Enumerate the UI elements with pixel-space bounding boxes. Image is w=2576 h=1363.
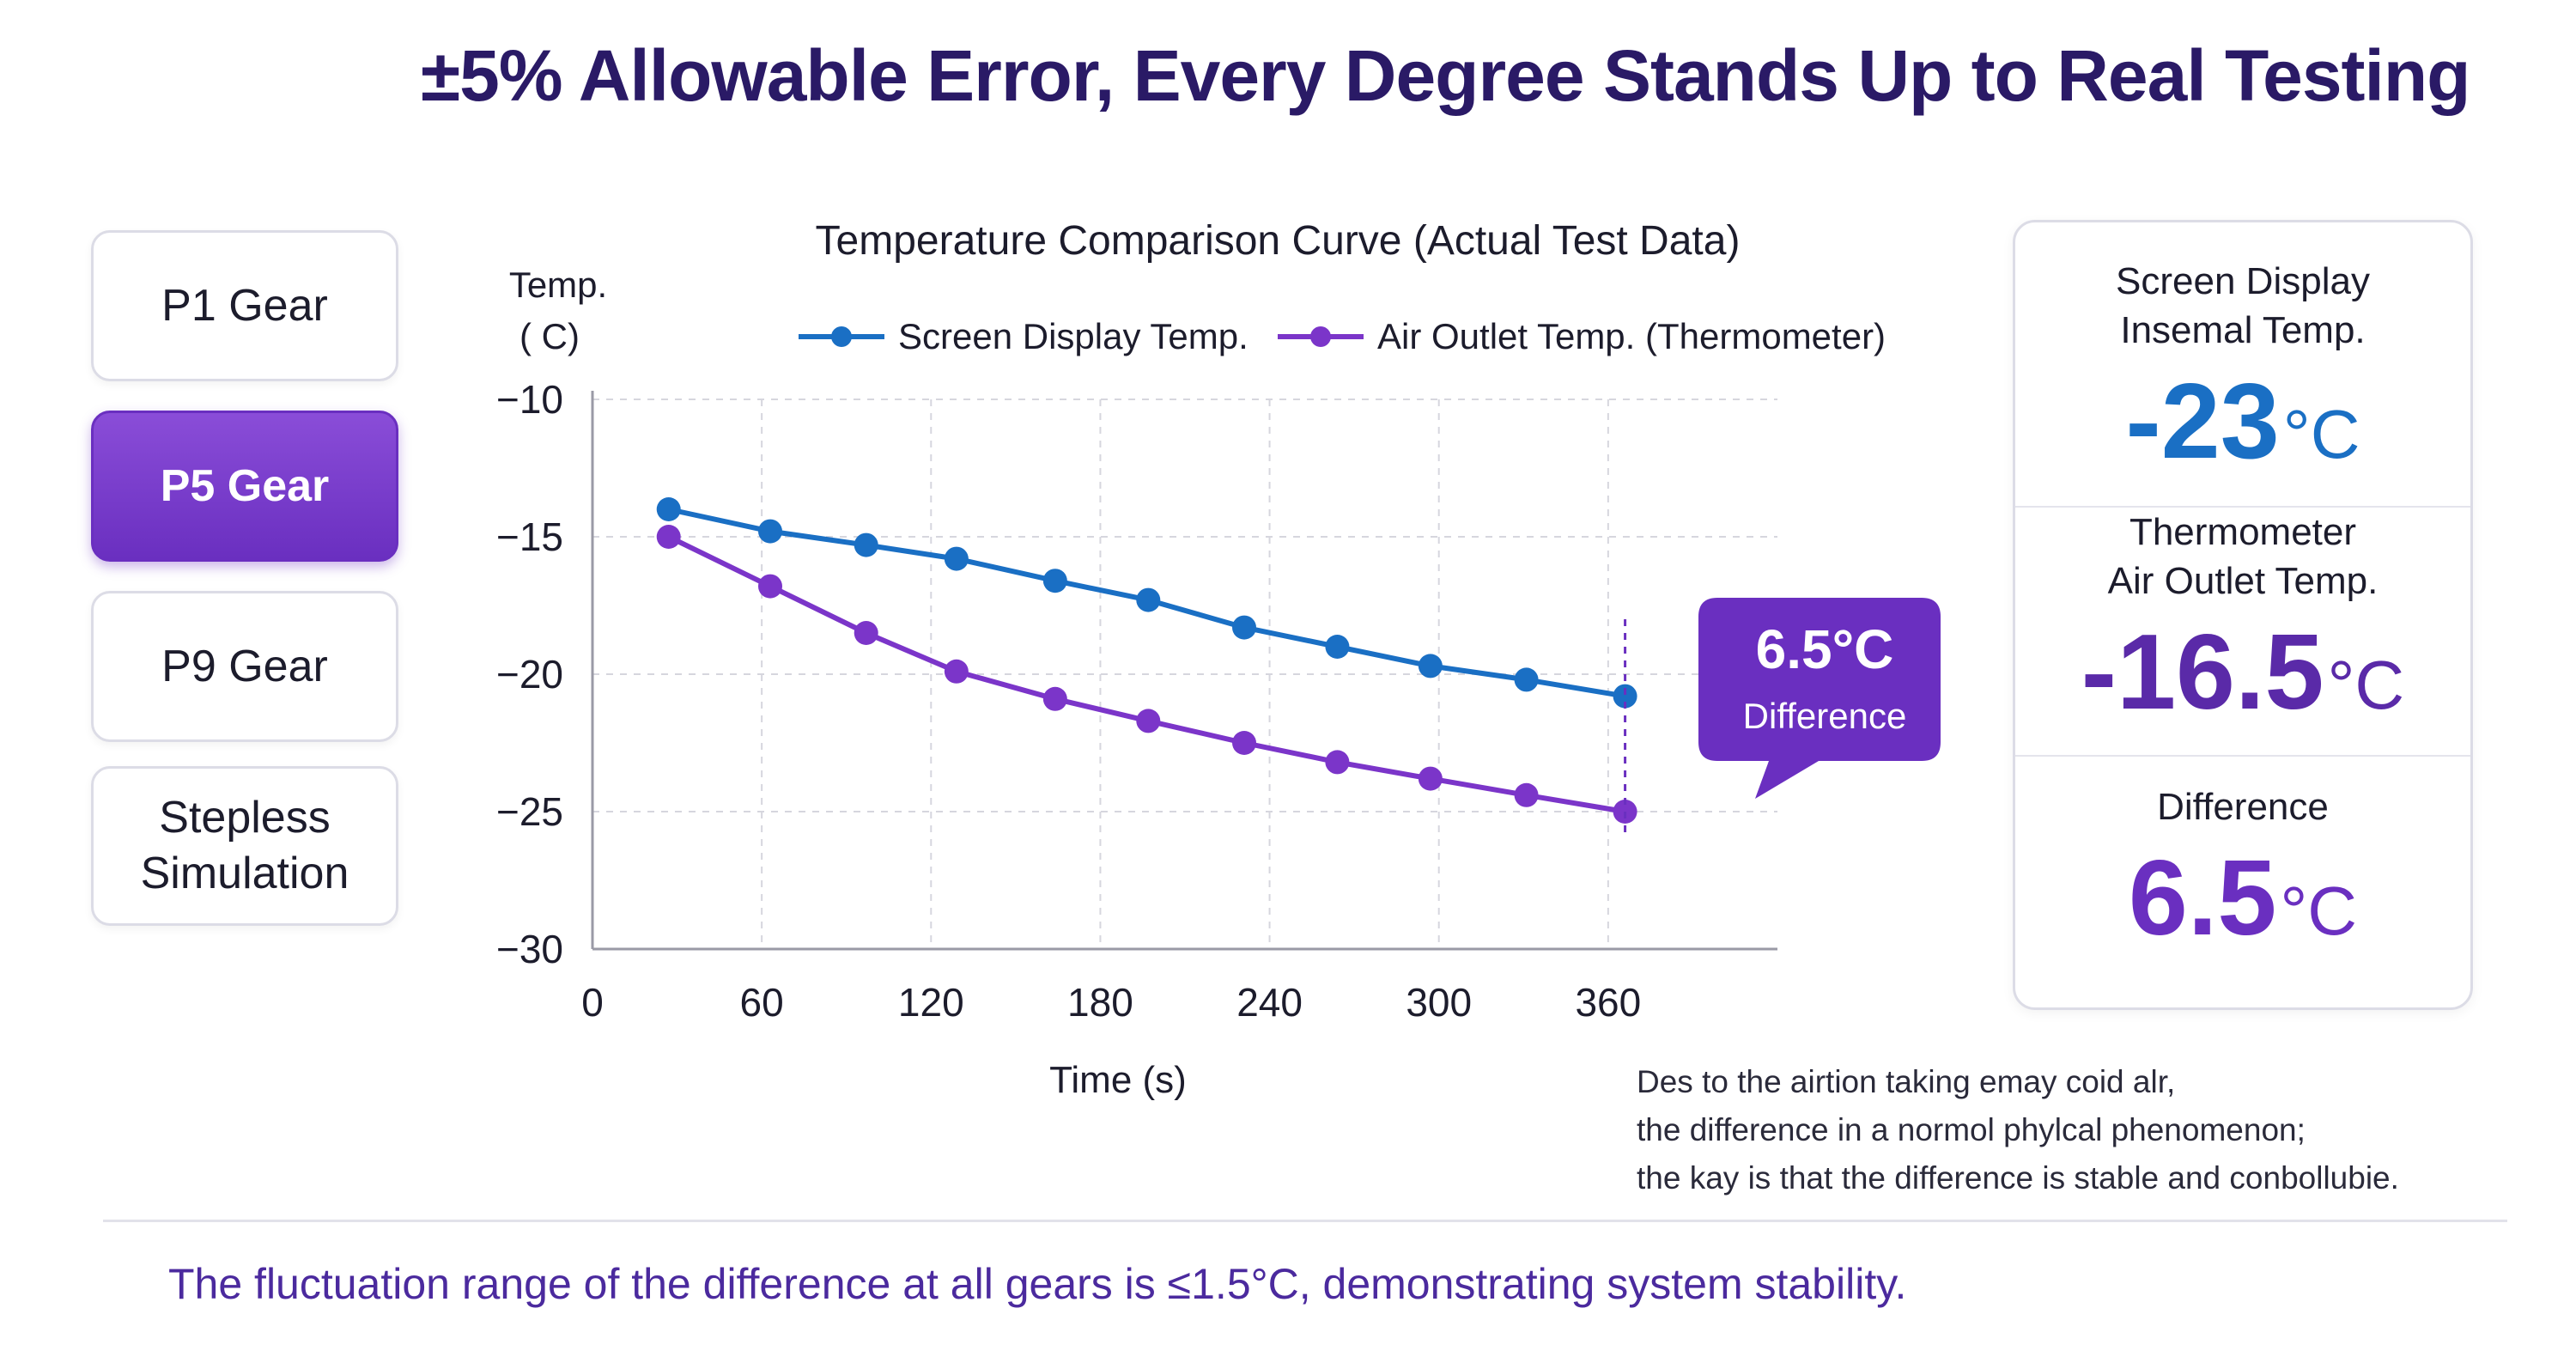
stat-value-difference: 6.5°C — [2015, 840, 2470, 957]
footer-summary: The fluctuation range of the difference … — [168, 1260, 1907, 1308]
y-axis-label-line-1: Temp. — [509, 265, 607, 305]
data-point-series-2 — [1418, 766, 1443, 791]
data-point-series-1 — [1042, 569, 1067, 593]
data-point-series-1 — [854, 532, 878, 557]
x-tick-label: 300 — [1406, 980, 1472, 1025]
stat-card-outlet-temp: Thermometer Air Outlet Temp. -16.5°C — [2015, 506, 2470, 732]
callout-label: Difference — [1743, 696, 1907, 736]
stat-value-outlet-temp: -16.5°C — [2015, 614, 2470, 731]
stat-card-screen-temp: Screen Display Insemal Temp. -23°C — [2015, 257, 2470, 481]
data-point-series-2 — [1136, 709, 1161, 733]
data-point-series-2 — [1042, 686, 1067, 711]
stat-label-difference: Difference — [2157, 786, 2329, 828]
x-tick-label: 60 — [740, 980, 784, 1025]
x-tick-label: 360 — [1575, 980, 1641, 1025]
stat-value-screen-temp: -23°C — [2015, 363, 2470, 480]
x-axis-label: Time (s) — [1049, 1059, 1187, 1101]
data-point-series-2 — [656, 525, 681, 549]
data-point-series-1 — [1136, 587, 1161, 612]
gear-button-1[interactable]: P1 Gear — [91, 230, 398, 381]
stat-card-difference: Difference 6.5°C — [2015, 755, 2470, 1023]
data-point-series-2 — [758, 574, 782, 599]
legend-swatch-marker — [831, 326, 852, 347]
x-tick-label: 0 — [581, 980, 604, 1025]
y-tick-label: −20 — [496, 652, 563, 697]
y-tick-label: −30 — [496, 927, 563, 971]
y-tick-label: −10 — [496, 377, 563, 422]
stat-number-difference: 6.5 — [2128, 839, 2277, 958]
data-point-series-1 — [656, 497, 681, 521]
difference-callout: 6.5°C Difference — [1698, 598, 1941, 799]
data-point-series-1 — [1232, 615, 1256, 640]
y-axis-label-line-2: ( C) — [519, 316, 580, 356]
x-tick-label: 180 — [1067, 980, 1133, 1025]
legend-entry: Screen Display Temp. — [898, 316, 1249, 356]
page-title: ±5% Allowable Error, Every Degree Stands… — [421, 35, 2470, 116]
explanation-note: Des to the airtion taking emay coid alr,… — [1637, 1064, 2399, 1196]
chart-title: Temperature Comparison Curve (Actual Tes… — [816, 218, 1741, 264]
data-point-series-1 — [1325, 635, 1350, 659]
data-point-series-2 — [854, 621, 878, 645]
y-tick-label: −25 — [496, 789, 563, 834]
stat-unit-difference: °C — [2280, 873, 2358, 950]
callout-box — [1698, 598, 1941, 799]
gear-button-2[interactable]: P5 Gear — [91, 411, 398, 562]
stat-label-screen-temp: Screen Display Insemal Temp. — [2116, 260, 2370, 352]
data-point-series-1 — [944, 546, 969, 571]
stat-number-screen-temp: -23 — [2125, 362, 2280, 482]
y-tick-label: −15 — [496, 514, 563, 559]
stat-unit-screen-temp: °C — [2282, 396, 2360, 473]
stats-panel: Screen Display Insemal Temp. -23°C Therm… — [2013, 220, 2473, 1010]
x-tick-label: 240 — [1236, 980, 1303, 1025]
stat-number-outlet-temp: -16.5 — [2081, 613, 2324, 733]
legend-entry: Air Outlet Temp. (Thermometer) — [1377, 316, 1886, 356]
gear-button-3[interactable]: P9 Gear — [91, 591, 398, 742]
divider — [103, 1220, 2507, 1222]
data-point-series-2 — [1325, 750, 1350, 775]
data-point-series-2 — [1514, 782, 1539, 807]
data-point-series-1 — [1613, 684, 1637, 709]
data-point-series-2 — [944, 659, 969, 684]
legend-swatch-marker — [1310, 326, 1331, 347]
stat-unit-outlet-temp: °C — [2327, 647, 2405, 724]
callout-value: 6.5°C — [1756, 618, 1894, 680]
stat-label-outlet-temp: Thermometer Air Outlet Temp. — [2107, 511, 2379, 603]
data-point-series-1 — [758, 519, 782, 544]
gear-button-4[interactable]: Stepless Simulation — [91, 766, 398, 926]
data-point-series-1 — [1418, 654, 1443, 678]
data-point-series-2 — [1232, 731, 1256, 755]
x-tick-label: 120 — [898, 980, 964, 1025]
data-point-series-1 — [1514, 667, 1539, 692]
